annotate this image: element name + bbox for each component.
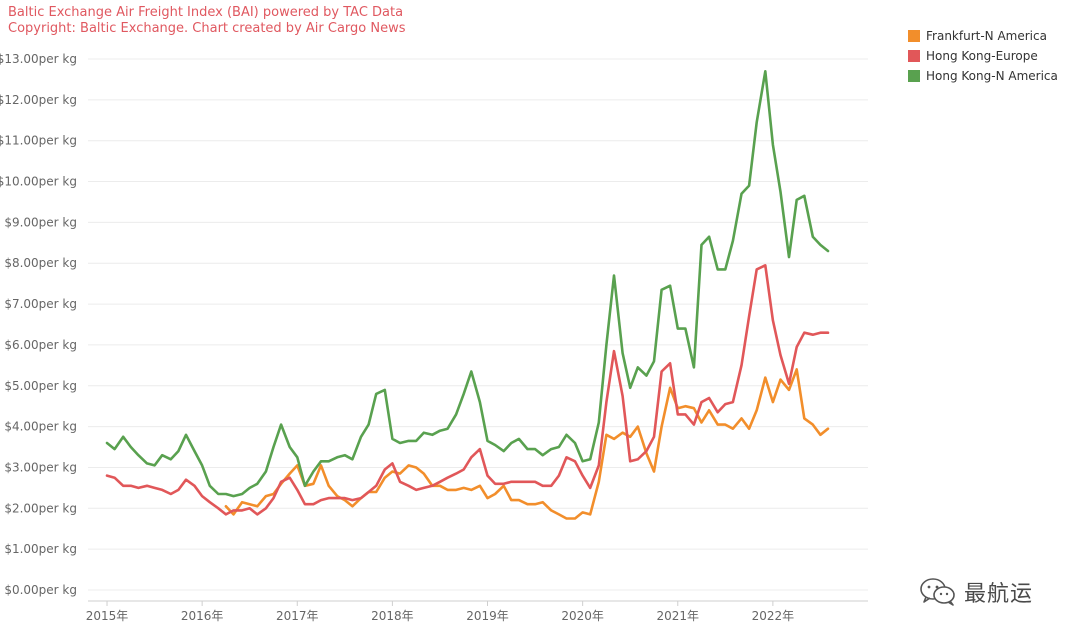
y-tick-label: $7.00per kg bbox=[4, 297, 77, 311]
x-tick-label: 2020年 bbox=[561, 609, 604, 623]
y-tick-label: $6.00per kg bbox=[4, 338, 77, 352]
legend-item-frankfurt-n-america[interactable]: Frankfurt-N America bbox=[908, 26, 1058, 46]
y-tick-label: $11.00per kg bbox=[0, 134, 77, 148]
legend-swatch bbox=[908, 50, 920, 62]
y-tick-label: $3.00per kg bbox=[4, 460, 77, 474]
watermark: 最航运 bbox=[918, 572, 1058, 612]
watermark-text: 最航运 bbox=[964, 582, 1034, 607]
y-tick-label: $2.00per kg bbox=[4, 501, 77, 515]
y-tick-label: $1.00per kg bbox=[4, 542, 77, 556]
y-tick-label: $5.00per kg bbox=[4, 379, 77, 393]
wechat-logo-icon bbox=[920, 578, 955, 606]
x-tick-label: 2016年 bbox=[181, 609, 224, 623]
y-tick-label: $12.00per kg bbox=[0, 93, 77, 107]
legend-label: Hong Kong-Europe bbox=[926, 49, 1038, 63]
series-line-frankfurt-n-america bbox=[224, 368, 830, 520]
axes: $0.00per kg $1.00per kg $2.00per kg $3.00pe… bbox=[0, 52, 868, 623]
x-tick-label: 2017年 bbox=[276, 609, 319, 623]
series-line-hong-kong-n-america bbox=[105, 70, 830, 498]
chart-title: Baltic Exchange Air Freight Index (BAI) … bbox=[8, 5, 404, 20]
y-tick-label: $9.00per kg bbox=[4, 215, 77, 229]
legend-swatch bbox=[908, 30, 920, 42]
legend-item-hong-kong-n-america[interactable]: Hong Kong-N America bbox=[908, 66, 1058, 86]
series-lines bbox=[105, 70, 830, 520]
chart-title-block: Baltic Exchange Air Freight Index (BAI) … bbox=[8, 5, 406, 37]
x-tick-label: 2015年 bbox=[86, 609, 129, 623]
legend-label: Hong Kong-N America bbox=[926, 69, 1058, 83]
y-tick-label: $10.00per kg bbox=[0, 175, 77, 189]
y-tick-label: $0.00per kg bbox=[4, 583, 77, 597]
legend-swatch bbox=[908, 70, 920, 82]
legend-label: Frankfurt-N America bbox=[926, 29, 1047, 43]
gridlines bbox=[88, 58, 868, 591]
y-tick-label: $4.00per kg bbox=[4, 420, 77, 434]
x-tick-label: 2019年 bbox=[466, 609, 509, 623]
y-tick-label: $8.00per kg bbox=[4, 256, 77, 270]
chart-subtitle: Copyright: Baltic Exchange. Chart create… bbox=[8, 21, 406, 36]
legend-item-hong-kong-europe[interactable]: Hong Kong-Europe bbox=[908, 46, 1058, 66]
y-tick-label: $13.00per kg bbox=[0, 52, 77, 66]
x-tick-label: 2022年 bbox=[752, 609, 795, 623]
x-tick-label: 2018年 bbox=[371, 609, 414, 623]
legend: Frankfurt-N America Hong Kong-Europe Hon… bbox=[908, 26, 1058, 86]
series-line-hong-kong-europe bbox=[105, 264, 830, 516]
x-tick-label: 2021年 bbox=[656, 609, 699, 623]
